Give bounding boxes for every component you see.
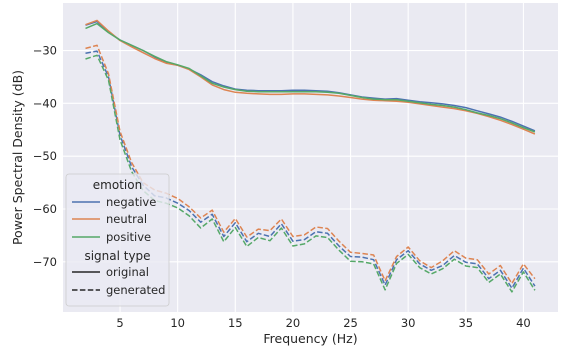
x-tick-label: 15 — [228, 316, 243, 330]
series-positive-original — [85, 22, 536, 133]
x-tick-label: 35 — [458, 316, 473, 330]
x-tick-label: 10 — [170, 316, 185, 330]
legend-title-emotion: emotion — [93, 178, 142, 192]
legend-label-neutral: neutral — [106, 212, 147, 226]
y-tick-label: −40 — [33, 96, 57, 110]
legend-box — [65, 173, 170, 307]
series-negative-original — [85, 20, 536, 132]
x-tick-labels: 5 10 15 20 25 30 35 40 — [116, 316, 530, 330]
legend-label-positive: positive — [106, 230, 151, 244]
legend: emotion negative neutral positive signal typ… — [65, 173, 170, 307]
legend-label-original: original — [106, 265, 149, 279]
y-tick-label: −30 — [33, 44, 57, 58]
y-axis-label: Power Spectral Density (dB) — [10, 70, 25, 245]
y-tick-label: −60 — [33, 202, 57, 216]
legend-title-signal: signal type — [84, 249, 150, 263]
legend-label-negative: negative — [106, 195, 156, 209]
x-tick-label: 20 — [286, 316, 301, 330]
x-tick-label: 40 — [516, 316, 531, 330]
x-tick-label: 30 — [401, 316, 416, 330]
x-tick-label: 25 — [343, 316, 358, 330]
y-tick-label: −50 — [33, 149, 57, 163]
y-tick-labels: −70 −60 −50 −40 −30 — [33, 44, 57, 269]
series-neutral-original — [85, 19, 536, 135]
legend-label-generated: generated — [106, 283, 165, 297]
x-tick-label: 5 — [116, 316, 123, 330]
y-tick-label: −70 — [33, 255, 57, 269]
x-axis-label: Frequency (Hz) — [263, 331, 357, 346]
